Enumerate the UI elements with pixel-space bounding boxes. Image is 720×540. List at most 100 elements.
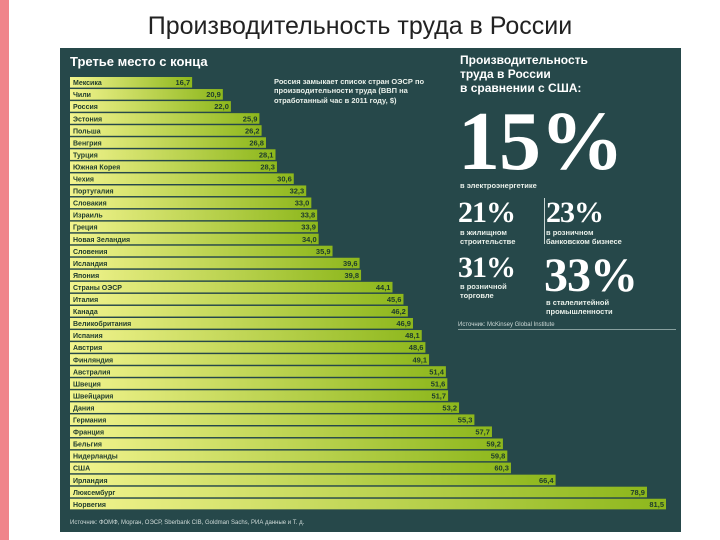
bar <box>70 257 360 269</box>
value-label: 51,6 <box>431 379 446 388</box>
chart-note: Россия замыкает список стран ОЭСР по про… <box>274 77 425 105</box>
category-label: Великобритания <box>73 320 131 328</box>
category-label: Испания <box>73 333 103 340</box>
comparison-title: Производительность труда в России в срав… <box>460 53 588 95</box>
stat-electric-value: 15% <box>458 95 624 188</box>
category-label: Австрия <box>73 345 102 352</box>
bar <box>70 354 430 365</box>
value-label: 46,9 <box>396 319 411 328</box>
bar <box>70 486 647 498</box>
category-label: Словения <box>73 249 107 256</box>
bar <box>70 221 318 233</box>
bar <box>70 77 193 88</box>
category-label: Эстония <box>73 116 102 123</box>
value-label: 78,9 <box>630 488 645 497</box>
value-label: 16,7 <box>176 78 191 87</box>
value-label: 32,3 <box>290 187 305 196</box>
value-label: 33,0 <box>295 199 310 208</box>
value-label: 33,8 <box>301 211 316 220</box>
value-label: 25,9 <box>243 114 258 123</box>
value-label: 46,2 <box>391 307 406 316</box>
value-label: 30,6 <box>277 175 292 184</box>
value-label: 49,1 <box>412 355 427 364</box>
value-label: 39,6 <box>343 259 358 268</box>
value-label: 44,1 <box>376 283 391 292</box>
value-label: 59,8 <box>491 452 506 461</box>
bar <box>70 414 475 425</box>
slide-accent-stripe <box>0 0 9 540</box>
value-label: 45,6 <box>387 295 402 304</box>
category-label: Финляндия <box>73 357 113 364</box>
stat-banking-desc: в розничном банковском бизнесе <box>546 228 622 246</box>
source-right: Источник: McKinsey Global Institute <box>458 322 555 328</box>
stat-housing-desc: в жилищном строительстве <box>460 228 516 246</box>
bar <box>70 318 413 329</box>
value-label: 57,7 <box>475 428 490 437</box>
category-label: Италия <box>73 297 98 304</box>
stat-electric-desc: в электроэнергетике <box>460 181 537 190</box>
category-label: Швеция <box>73 381 101 388</box>
value-label: 35,9 <box>316 247 331 256</box>
bar <box>70 450 508 462</box>
bar <box>70 462 511 474</box>
bar <box>70 89 223 100</box>
value-label: 20,9 <box>206 90 221 99</box>
bar <box>70 197 312 209</box>
productivity-bar-chart: Мексика 16,7 Чили 20,9 Россия 22,0 Эстония 25,9… <box>70 77 666 510</box>
bar <box>70 281 393 293</box>
bar <box>70 173 294 184</box>
category-label: Германия <box>73 418 106 425</box>
bar <box>70 185 307 197</box>
bar <box>70 438 503 450</box>
bar <box>70 101 231 112</box>
category-label: Бельгия <box>73 442 102 449</box>
stat-divider <box>544 198 545 244</box>
category-label: Канада <box>73 309 98 316</box>
value-label: 66,4 <box>539 476 554 485</box>
value-label: 22,0 <box>214 102 229 111</box>
category-label: Польша <box>73 128 101 135</box>
category-label: Мексика <box>73 80 102 87</box>
category-label: Ирландия <box>73 478 108 485</box>
value-label: 53,2 <box>442 403 457 412</box>
source-bottom: Источник: ФОМФ, Морган, ОЭСР, Sberbank C… <box>70 520 305 526</box>
bar <box>70 245 333 257</box>
value-label: 28,3 <box>260 162 275 171</box>
slide-title: Производительность труда в России <box>147 12 573 40</box>
value-label: 26,2 <box>245 126 260 135</box>
bar <box>70 233 319 245</box>
stat-housing-value: 21% <box>458 196 516 229</box>
category-label: Чехия <box>73 177 94 184</box>
value-label: 28,1 <box>259 150 274 159</box>
category-label: Норвегия <box>73 502 106 509</box>
bar <box>70 113 260 124</box>
category-label: Исландия <box>73 261 107 268</box>
category-label: Люксембург <box>73 489 115 497</box>
bar <box>70 390 449 401</box>
infographic-panel: Мексика 16,7 Чили 20,9 Россия 22,0 Эстония 25,9… <box>60 48 681 532</box>
bar <box>70 342 426 353</box>
stat-steel-value: 33% <box>544 249 638 302</box>
category-label: США <box>73 466 90 473</box>
category-label: Новая Зеландия <box>73 237 130 244</box>
category-label: Австралия <box>73 369 111 376</box>
stat-banking-value: 23% <box>546 196 604 229</box>
bar <box>70 366 446 377</box>
stat-retail-value: 31% <box>458 251 516 284</box>
category-label: Япония <box>73 273 99 280</box>
value-label: 48,1 <box>405 331 420 340</box>
source-divider <box>458 329 676 330</box>
value-label: 51,7 <box>431 391 446 400</box>
stat-steel-desc: в сталелитейной промышленности <box>546 298 613 316</box>
category-label: Греция <box>73 225 98 232</box>
value-label: 33,9 <box>301 223 316 232</box>
bar <box>70 402 460 413</box>
stat-retail-desc: в розничной торговле <box>460 282 507 300</box>
value-label: 55,3 <box>458 416 473 425</box>
bar <box>70 305 408 317</box>
category-label: Страны ОЭСР <box>73 285 122 292</box>
category-label: Швейцария <box>73 392 113 400</box>
value-label: 60,3 <box>494 464 509 473</box>
category-label: Венгрия <box>73 140 102 147</box>
value-label: 59,2 <box>486 440 501 449</box>
